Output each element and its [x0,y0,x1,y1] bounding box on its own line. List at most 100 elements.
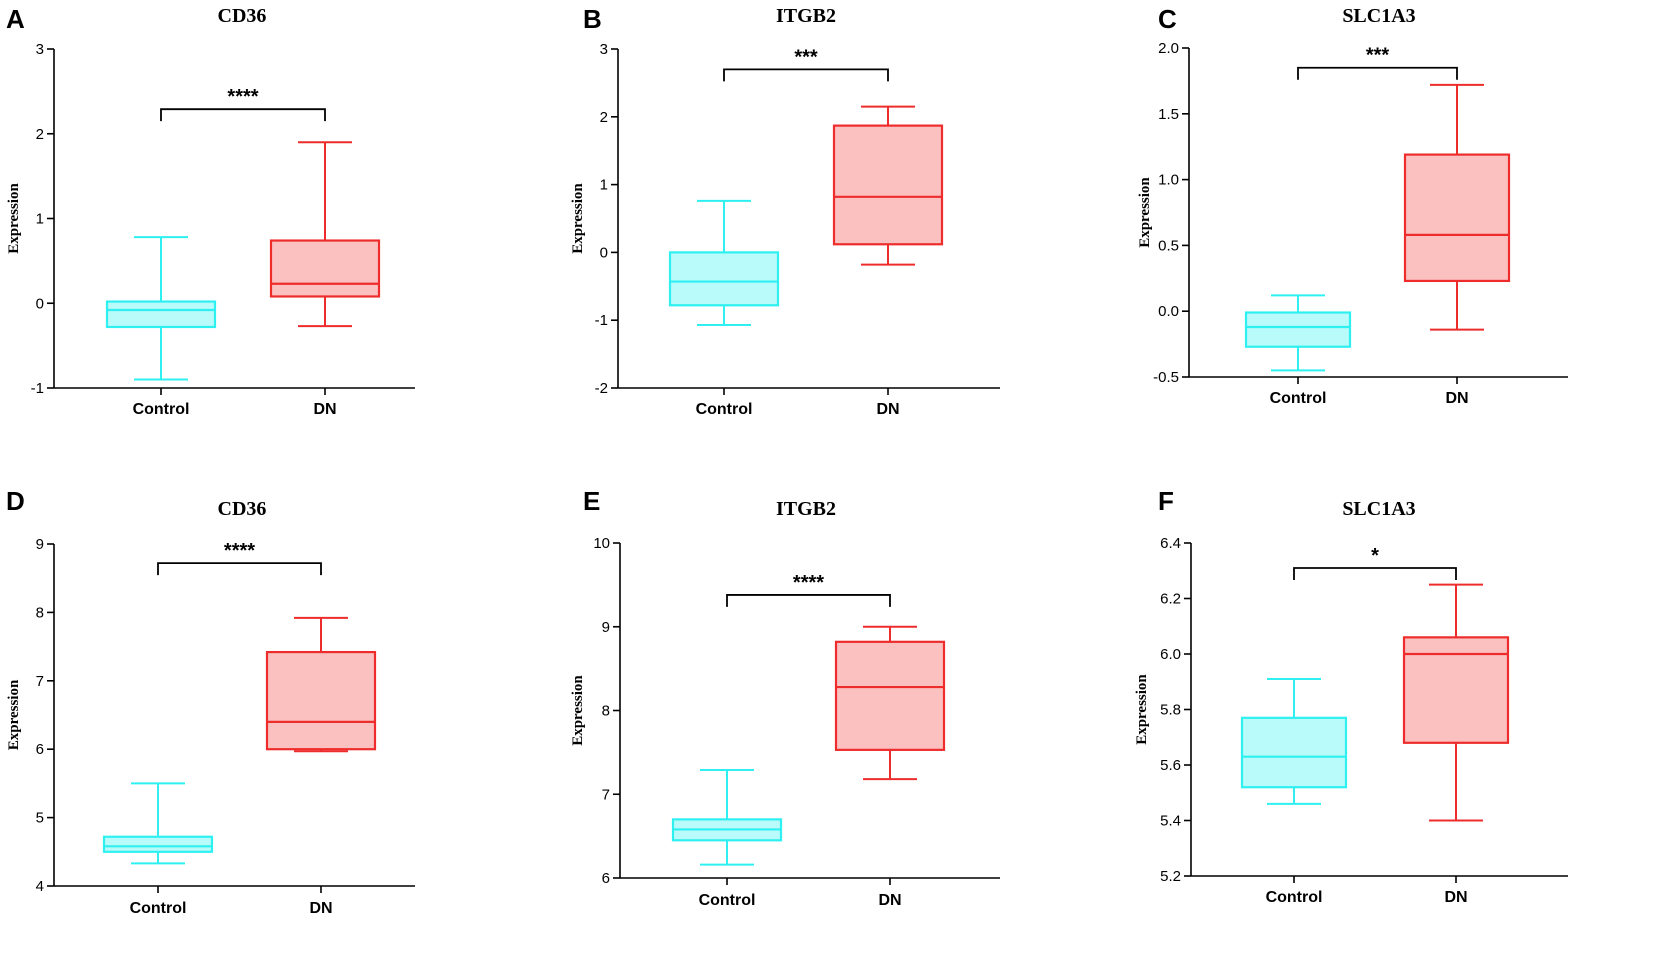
y-tick-label: 5.8 [1160,702,1181,719]
y-tick-label: 2.0 [1158,40,1179,57]
y-tick-label: 8 [602,703,610,720]
iqr-box [265,650,377,751]
y-tick-label: 5.6 [1160,757,1181,774]
panel-letter: A [6,4,25,34]
y-tick-label: 0 [36,295,44,312]
x-tick-label-control: Control [133,401,190,418]
x-tick-label-control: Control [130,900,187,917]
y-axis-label: Expression [1134,674,1150,745]
box-dn [1402,583,1510,822]
chart-title: SLC1A3 [1342,498,1415,520]
significance-bracket [157,562,322,576]
panel-b: B ITGB2 Expression -2 -1 0 1 2 3 Control DN *** [570,4,1000,418]
x-tick-label-dn: DN [878,892,901,909]
y-tick-label: 4 [36,878,44,895]
box-control [668,199,780,326]
significance-label: **** [793,572,824,594]
panel-letter: E [583,486,600,516]
y-tick-label: 7 [36,673,44,690]
y-tick-label: -1 [595,312,608,329]
y-axis-label: Expression [570,183,586,254]
significance-label: *** [1366,45,1390,67]
y-tick-label: 1.5 [1158,106,1179,123]
box-control [1240,677,1348,805]
y-tick-label: 6.0 [1160,646,1181,663]
panel-c: C SLC1A3 Expression -0.5 0.0 0.5 1.0 1.5 2.0 Cont… [1137,4,1568,407]
significance-bracket [726,594,891,607]
y-tick-label: 2 [36,126,44,143]
x-tick-label-control: Control [1270,390,1327,407]
y-tick-label: 0 [600,244,608,261]
x-tick-label-control: Control [1266,889,1323,906]
box-control [671,768,783,866]
panel-f: F SLC1A3 Expression 5.2 5.4 5.6 5.8 6.0 6.2 6.4 Co… [1134,486,1568,906]
y-tick-label: 2 [600,109,608,126]
y-axis-label: Expression [6,183,22,254]
iqr-box [832,124,944,246]
y-tick-label: 6 [602,870,610,887]
panel-a: A CD36 Expression -1 0 1 2 3 Control DN **** [6,4,415,418]
iqr-box [269,239,381,298]
panel-letter: B [583,4,602,34]
chart-title: CD36 [218,5,267,27]
iqr-box [668,251,780,307]
y-axis-label: Expression [1137,177,1153,248]
significance-label: * [1371,545,1379,567]
box-dn [1403,83,1511,331]
panel-d: D CD36 Expression 4 5 6 7 8 9 Control DN **** [6,486,415,917]
y-tick-label: 5.2 [1160,868,1181,885]
chart-title: ITGB2 [776,498,836,520]
iqr-box [1244,311,1352,348]
y-tick-label: 9 [36,536,44,553]
y-tick-label: 6.4 [1160,535,1181,552]
y-tick-label: 1 [600,177,608,194]
y-tick-label: 6 [36,741,44,758]
y-tick-label: 0.5 [1158,237,1179,254]
x-tick-label-dn: DN [876,401,899,418]
y-tick-label: -2 [595,380,608,397]
box-dn [834,625,946,781]
box-control [105,236,217,381]
iqr-box [102,835,214,853]
iqr-box [105,300,217,329]
y-tick-label: 1.0 [1158,172,1179,189]
x-tick-label-dn: DN [309,900,332,917]
y-axis-label: Expression [570,675,586,746]
significance-bracket [1297,66,1458,80]
y-tick-label: 3 [600,41,608,58]
y-tick-label: -1 [31,380,44,397]
chart-title: SLC1A3 [1342,5,1415,27]
iqr-box [1240,716,1348,789]
iqr-box [1403,153,1511,283]
panel-letter: F [1158,486,1174,516]
y-tick-label: 5.4 [1160,813,1181,830]
significance-label: **** [224,540,255,562]
box-control [102,782,214,865]
significance-label: **** [227,86,258,108]
x-tick-label-dn: DN [1445,390,1468,407]
chart-title: ITGB2 [776,5,836,27]
box-dn [832,105,944,266]
y-axis-label: Expression [6,679,22,750]
significance-bracket [160,108,326,122]
iqr-box [834,640,946,751]
box-dn [265,616,377,753]
x-tick-label-dn: DN [1444,889,1467,906]
y-tick-label: 6.2 [1160,591,1181,608]
x-tick-label-control: Control [699,892,756,909]
panel-letter: C [1158,4,1177,34]
box-control [1244,294,1352,372]
y-tick-label: 0.0 [1158,303,1179,320]
y-tick-label: 7 [602,786,610,803]
y-tick-label: 9 [602,619,610,636]
chart-title: CD36 [218,498,267,520]
y-tick-label: 10 [593,535,610,552]
y-tick-label: 8 [36,604,44,621]
y-tick-label: 1 [36,211,44,228]
panel-e: E ITGB2 Expression 6 7 8 9 10 Control DN **** [570,486,1000,909]
significance-label: *** [794,46,818,68]
x-tick-label-dn: DN [313,401,336,418]
box-dn [269,141,381,328]
y-tick-label: -0.5 [1153,369,1179,386]
